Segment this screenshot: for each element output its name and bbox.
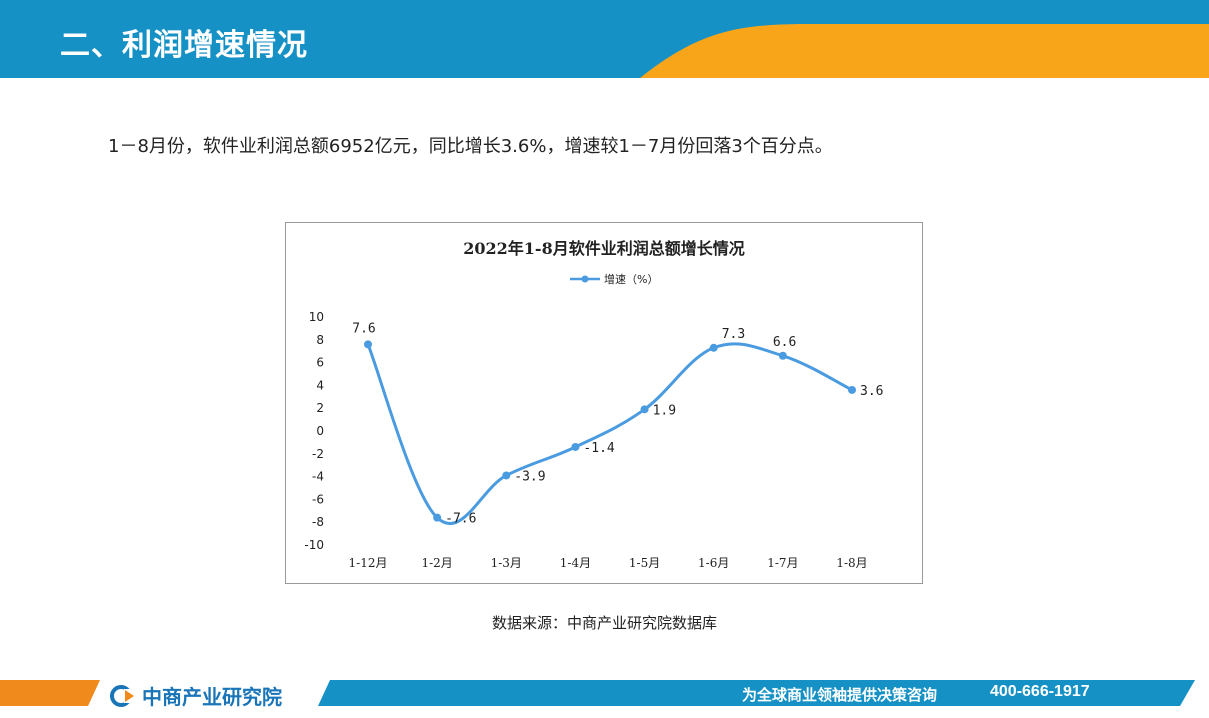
x-tick-label: 1-5月 [629, 556, 660, 570]
chart-frame: 2022年1-8月软件业利润总额增长情况 增速（%） 10 8 6 4 2 0 -2 -4 -6… [285, 222, 923, 584]
y-tick-label: -4 [312, 470, 324, 484]
x-tick-label: 1-7月 [767, 556, 798, 570]
data-label: 3.6 [860, 384, 883, 399]
x-tick-label: 1-4月 [560, 556, 591, 570]
data-label: 6.6 [773, 335, 796, 350]
x-tick-label: 1-12月 [349, 556, 388, 570]
legend-marker [570, 275, 600, 283]
x-tick-label: 1-8月 [836, 556, 867, 570]
y-tick-label: -2 [312, 447, 324, 461]
x-tick-label: 1-2月 [421, 556, 452, 570]
data-label: -3.9 [514, 469, 545, 484]
legend-label: 增速（%） [604, 273, 659, 286]
data-label: -7.6 [445, 512, 476, 527]
summary-text: 1－8月份，软件业利润总额6952亿元，同比增长3.6%，增速较1－7月份回落3… [108, 136, 833, 157]
y-tick-label: -10 [304, 538, 324, 552]
legend: 增速（%） [570, 271, 658, 287]
data-point [364, 340, 372, 349]
y-tick-label: 10 [309, 310, 324, 324]
y-tick-label: 0 [316, 424, 324, 438]
data-label: 7.3 [722, 327, 745, 342]
logo-text: 中商产业研究院 [142, 685, 282, 709]
source-note: 数据来源：中商产业研究院数据库 [491, 614, 717, 632]
data-point [778, 351, 787, 360]
series-line [366, 342, 853, 526]
data-label: -1.4 [583, 441, 614, 456]
data-point [640, 405, 649, 414]
data-label: 7.6 [352, 321, 375, 336]
x-tick-label: 1-6月 [698, 556, 729, 570]
data-point [709, 343, 718, 352]
y-tick-label: -6 [312, 492, 324, 506]
y-tick-label: 8 [316, 333, 324, 347]
chart-title: 2022年1-8月软件业利润总额增长情况 [463, 239, 745, 258]
line-plot: 10 8 6 4 2 0 -2 -4 -6 -8 -10 1-12月 1-2月 1-3月 1-4月 1-5月 1… [304, 310, 883, 570]
data-label: 1.9 [653, 403, 676, 418]
footer-phone: 400-666-1917 [990, 683, 1090, 700]
y-tick-label: 2 [316, 401, 324, 415]
y-tick-label: 4 [316, 378, 324, 392]
y-tick-label: -8 [312, 515, 324, 529]
header-accent [640, 24, 1209, 78]
y-tick-label: 6 [316, 356, 324, 370]
logo-icon [110, 684, 136, 707]
data-point [571, 442, 580, 451]
data-point [433, 513, 442, 522]
page-title: 二、利润增速情况 [60, 28, 308, 63]
x-tick-label: 1-3月 [491, 556, 522, 570]
data-point [848, 385, 856, 394]
footer-slogan: 为全球商业领袖提供决策咨询 [742, 686, 938, 704]
footer-logo: 中商产业研究院 [110, 681, 282, 710]
data-point [502, 471, 511, 480]
footer-band [0, 680, 1195, 706]
